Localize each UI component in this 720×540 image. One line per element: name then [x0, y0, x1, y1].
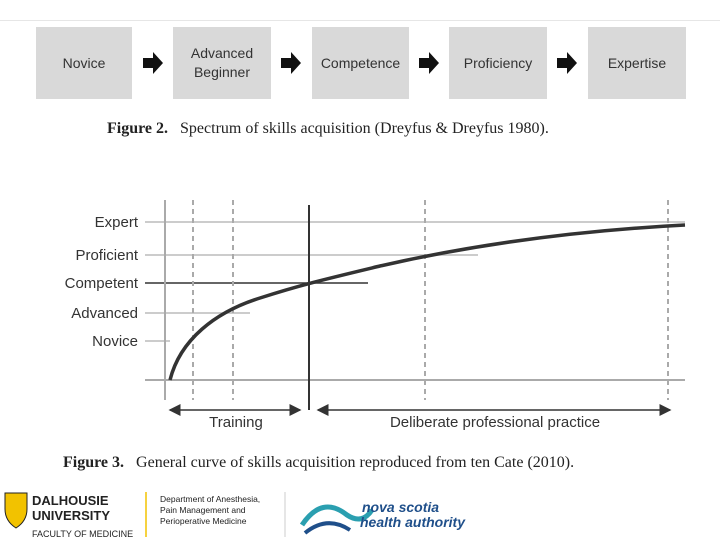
wave	[299, 504, 375, 527]
health: nova scotia	[362, 499, 439, 515]
curve	[168, 223, 686, 381]
phase-label: Deliberate professional practice	[390, 414, 600, 431]
stage-box: Advanced Beginner	[173, 27, 271, 99]
department: Perioperative Medicine	[160, 516, 247, 526]
stage-box: Novice	[36, 27, 132, 99]
phase-label: Training	[209, 414, 263, 431]
caption-text: General curve of skills acquisition repr…	[136, 454, 575, 471]
caption-text: Spectrum of skills acquisition (Dreyfus …	[180, 120, 549, 137]
figure2-caption: Figure 2. Spectrum of skills acquisition …	[107, 120, 549, 138]
wave	[303, 521, 352, 535]
faculty: FACULTY OF MEDICINE	[32, 529, 133, 539]
arrow	[281, 52, 301, 74]
level-label: Proficient	[75, 247, 138, 264]
caption-label: Figure 3.	[63, 454, 125, 471]
health: health authority	[360, 514, 466, 530]
department: Department of Anesthesia,	[160, 494, 260, 504]
university: DALHOUSIE	[32, 493, 109, 508]
crest	[4, 492, 28, 529]
arrow	[557, 52, 577, 74]
arrow	[143, 52, 163, 74]
level-label: Competent	[65, 275, 139, 292]
figure3-caption: Figure 3. General curve of skills acquisi…	[63, 454, 574, 472]
level-label: Novice	[92, 333, 138, 350]
top-rule	[0, 20, 720, 21]
level-label: Advanced	[71, 305, 138, 322]
stage-box: Expertise	[588, 27, 686, 99]
university: UNIVERSITY	[32, 508, 110, 523]
footer: DALHOUSIE UNIVERSITY FACULTY OF MEDICINE…	[4, 492, 466, 539]
stage-box: Competence	[312, 27, 409, 99]
department: Pain Management and	[160, 505, 246, 515]
level-label: Expert	[95, 214, 139, 231]
stage-box: Proficiency	[449, 27, 547, 99]
level-lines	[145, 221, 685, 342]
dashed-lines	[192, 200, 669, 400]
caption-label: Figure 2.	[107, 120, 169, 137]
arrow	[419, 52, 439, 74]
